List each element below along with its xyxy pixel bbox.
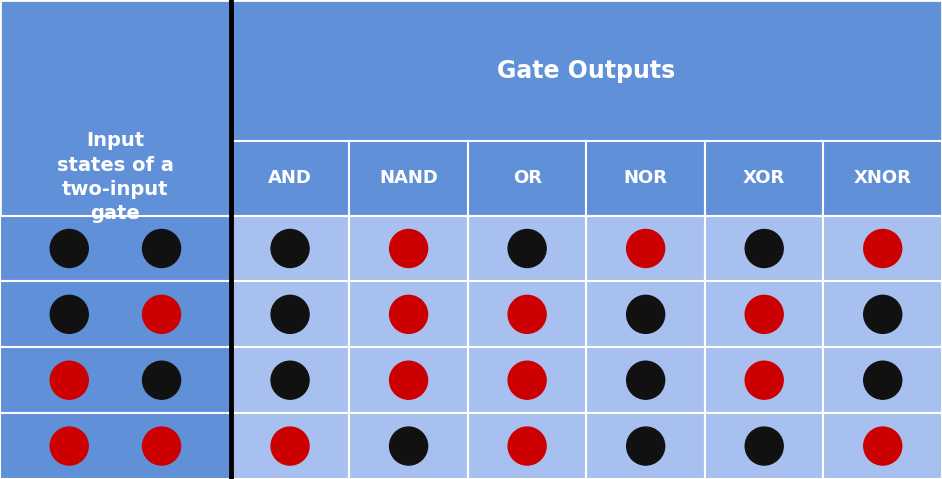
Bar [468, 216, 586, 282]
Ellipse shape [508, 229, 546, 267]
Bar [823, 282, 942, 347]
Ellipse shape [390, 296, 428, 333]
Bar [231, 282, 349, 347]
Text: Gate Outputs: Gate Outputs [497, 58, 675, 83]
Bar [349, 216, 468, 282]
Ellipse shape [390, 427, 428, 465]
Bar [0, 0, 231, 479]
Bar [586, 413, 705, 479]
Bar [231, 141, 349, 216]
Bar [586, 282, 705, 347]
Bar [823, 413, 942, 479]
Ellipse shape [745, 229, 783, 267]
Ellipse shape [508, 427, 546, 465]
Bar [231, 347, 349, 413]
Ellipse shape [864, 427, 901, 465]
Bar [468, 282, 586, 347]
Bar [586, 216, 705, 282]
Ellipse shape [271, 361, 309, 399]
Ellipse shape [508, 361, 546, 399]
Bar [705, 347, 823, 413]
Bar [0, 347, 231, 413]
Bar [349, 413, 468, 479]
Text: NAND: NAND [379, 170, 438, 187]
Ellipse shape [864, 361, 901, 399]
Bar [468, 141, 586, 216]
Ellipse shape [745, 361, 783, 399]
Bar [823, 347, 942, 413]
Text: Input
states of a
two-input
gate: Input states of a two-input gate [57, 131, 174, 223]
Ellipse shape [142, 427, 181, 465]
Ellipse shape [271, 296, 309, 333]
Ellipse shape [745, 296, 783, 333]
Ellipse shape [626, 427, 665, 465]
Ellipse shape [142, 296, 181, 333]
Text: NOR: NOR [624, 170, 668, 187]
Bar [586, 141, 705, 216]
Bar [349, 141, 468, 216]
Ellipse shape [50, 229, 89, 267]
Ellipse shape [50, 361, 89, 399]
Ellipse shape [390, 229, 428, 267]
Ellipse shape [50, 296, 89, 333]
Bar [705, 282, 823, 347]
Ellipse shape [864, 229, 901, 267]
Ellipse shape [271, 427, 309, 465]
Ellipse shape [142, 229, 181, 267]
Bar [823, 141, 942, 216]
Text: XNOR: XNOR [853, 170, 912, 187]
Bar [349, 347, 468, 413]
Bar [231, 216, 349, 282]
Ellipse shape [50, 427, 89, 465]
Bar [0, 413, 231, 479]
Ellipse shape [745, 427, 783, 465]
Text: OR: OR [512, 170, 542, 187]
Bar [0, 216, 231, 282]
Bar [705, 216, 823, 282]
Bar [705, 413, 823, 479]
Ellipse shape [142, 361, 181, 399]
Bar [468, 347, 586, 413]
Text: AND: AND [268, 170, 312, 187]
Bar [705, 141, 823, 216]
Bar [231, 413, 349, 479]
Bar [823, 216, 942, 282]
Ellipse shape [626, 296, 665, 333]
Ellipse shape [271, 229, 309, 267]
Bar [468, 413, 586, 479]
Ellipse shape [390, 361, 428, 399]
Ellipse shape [626, 229, 665, 267]
Ellipse shape [626, 361, 665, 399]
Ellipse shape [864, 296, 901, 333]
Bar [0, 282, 231, 347]
Bar [231, 0, 942, 141]
Text: XOR: XOR [743, 170, 786, 187]
Ellipse shape [508, 296, 546, 333]
Bar [586, 347, 705, 413]
Bar [349, 282, 468, 347]
